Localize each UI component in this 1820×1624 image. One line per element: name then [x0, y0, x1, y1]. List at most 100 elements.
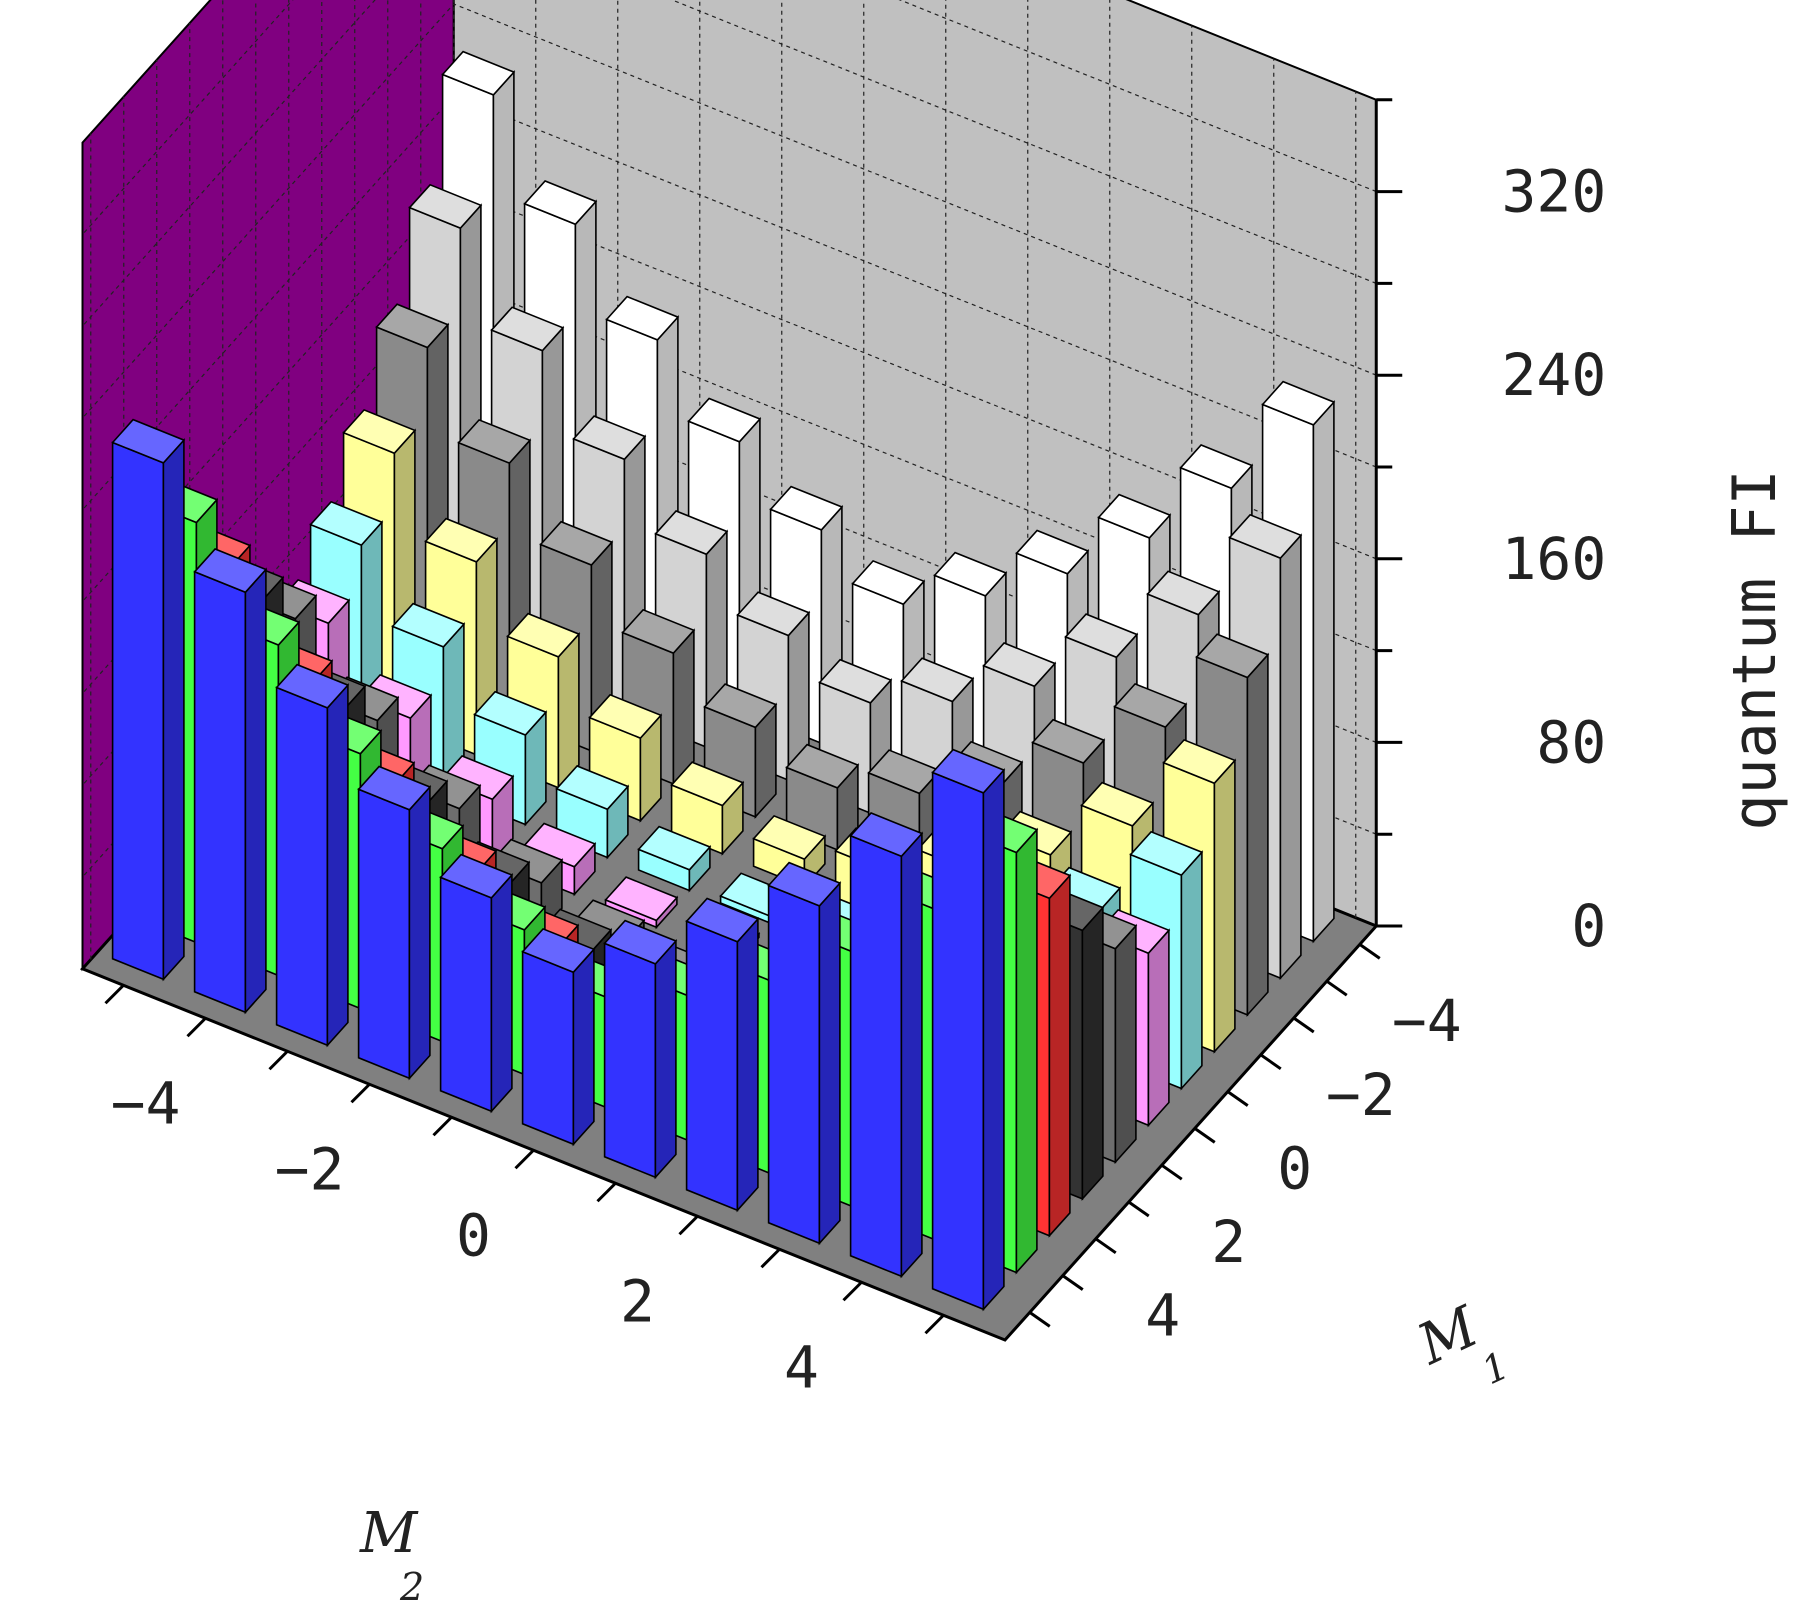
grid-line-z [82, 3, 1377, 419]
bar-top-face [767, 861, 842, 907]
x-axis-tick [924, 1314, 945, 1335]
x-tick-label: −4 [111, 1069, 181, 1137]
z-tick-label: 80 [1536, 708, 1606, 776]
z-tick-label: 240 [1501, 341, 1606, 409]
bar-top-face [604, 876, 679, 922]
bar-top-face [703, 683, 778, 729]
bar [275, 663, 350, 1048]
y-axis-title-main: M [1408, 1294, 1490, 1378]
bar-top-face [357, 765, 432, 811]
x-axis-tick [350, 1083, 371, 1104]
bar-front-face [111, 441, 165, 981]
bar-side-face [162, 438, 185, 982]
x-axis-tick [432, 1116, 453, 1137]
bar-top-face [621, 608, 696, 655]
bar-top-face [931, 748, 1006, 794]
x-axis-title-subscript: 2 [399, 1565, 424, 1609]
bar-side-face [1246, 652, 1269, 1017]
bar-top-face [1064, 613, 1139, 659]
bar-side-face [736, 916, 759, 1213]
bar-top-face [588, 693, 663, 740]
y-axis-tick [1193, 1127, 1216, 1144]
bar-top-face [555, 765, 630, 811]
bar-top-face [506, 612, 581, 658]
bar-top-face [1162, 738, 1237, 785]
bar-side-face [1279, 533, 1302, 981]
bar-front-face [521, 950, 575, 1146]
bar-front-face [439, 876, 493, 1113]
bar-top-face [439, 853, 514, 899]
bar-top-face [1228, 513, 1303, 560]
y-axis-title: M [1408, 1294, 1490, 1378]
bar-top-face [1129, 830, 1204, 877]
y-axis-tick [1160, 1163, 1183, 1181]
x-axis-title: M [359, 1501, 419, 1566]
y-tick-label: 4 [1145, 1282, 1180, 1350]
bar-front-face [275, 686, 329, 1047]
bar-top-face [441, 50, 516, 96]
bar-front-face [931, 771, 985, 1311]
bar-side-face [654, 938, 677, 1180]
bars [111, 50, 1336, 1312]
x-axis-tick [268, 1050, 289, 1071]
x-tick-label: −2 [275, 1135, 345, 1203]
bar-side-face [1048, 873, 1071, 1238]
bar [931, 748, 1006, 1312]
bar-front-face [767, 884, 821, 1245]
z-tick-label: 160 [1501, 525, 1606, 593]
bar-top-face [1097, 493, 1172, 539]
bar-side-face [1015, 827, 1038, 1275]
bar [193, 548, 268, 1015]
y-axis-tick [1094, 1237, 1117, 1255]
bar-top-face [670, 761, 745, 807]
bar-side-face [672, 628, 695, 786]
bar [439, 853, 514, 1114]
grid-line-z [82, 0, 1377, 327]
z-axis-title: quantum FI [1720, 469, 1790, 830]
bar [357, 765, 432, 1081]
bar-side-face [1081, 905, 1104, 1201]
axis-labels: quantum FI M 2 M 1 [359, 469, 1790, 1609]
bar-side-face [900, 831, 923, 1279]
y-tick-label: 2 [1211, 1208, 1246, 1276]
bar [111, 418, 186, 982]
y-axis-tick [1127, 1200, 1150, 1218]
bar-front-face [685, 920, 739, 1212]
bar-side-face [572, 947, 595, 1147]
z-tick-label: 0 [1571, 892, 1606, 960]
bar-top-face [408, 183, 483, 230]
x-axis-title-main: M [359, 1501, 419, 1566]
y-axis-tick [1259, 1053, 1282, 1071]
bar-top-face [1179, 444, 1254, 490]
y-tick-label: −4 [1392, 987, 1462, 1055]
x-tick-label: 2 [620, 1267, 655, 1335]
bar [603, 919, 678, 1180]
bar [521, 927, 596, 1147]
bar-side-face [244, 567, 267, 1015]
bar-top-face [1146, 570, 1221, 616]
bar-top-face [523, 180, 598, 226]
bar-top-face [424, 517, 499, 563]
bar-top-face [605, 295, 680, 341]
bar-top-face [637, 825, 712, 871]
bar-top-face [1113, 682, 1188, 729]
x-axis-tick [514, 1149, 535, 1170]
bar-side-face [1180, 850, 1203, 1091]
bar-side-face [557, 632, 580, 790]
x-axis-tick [678, 1215, 699, 1236]
bar [637, 825, 712, 893]
bar-top-face [687, 397, 762, 443]
bar-side-face [408, 784, 431, 1081]
bar-front-face [603, 942, 657, 1179]
bar-top-face [309, 500, 384, 547]
bar-side-face [1147, 928, 1170, 1128]
bar-top-face [982, 642, 1057, 688]
y-axis-tick [1028, 1311, 1051, 1328]
bar-top-face [851, 559, 926, 606]
bar [849, 812, 924, 1279]
bar [767, 861, 842, 1246]
bar-top-face [603, 919, 678, 965]
y-axis-tick [1325, 979, 1348, 997]
bar-side-face [1213, 758, 1236, 1054]
